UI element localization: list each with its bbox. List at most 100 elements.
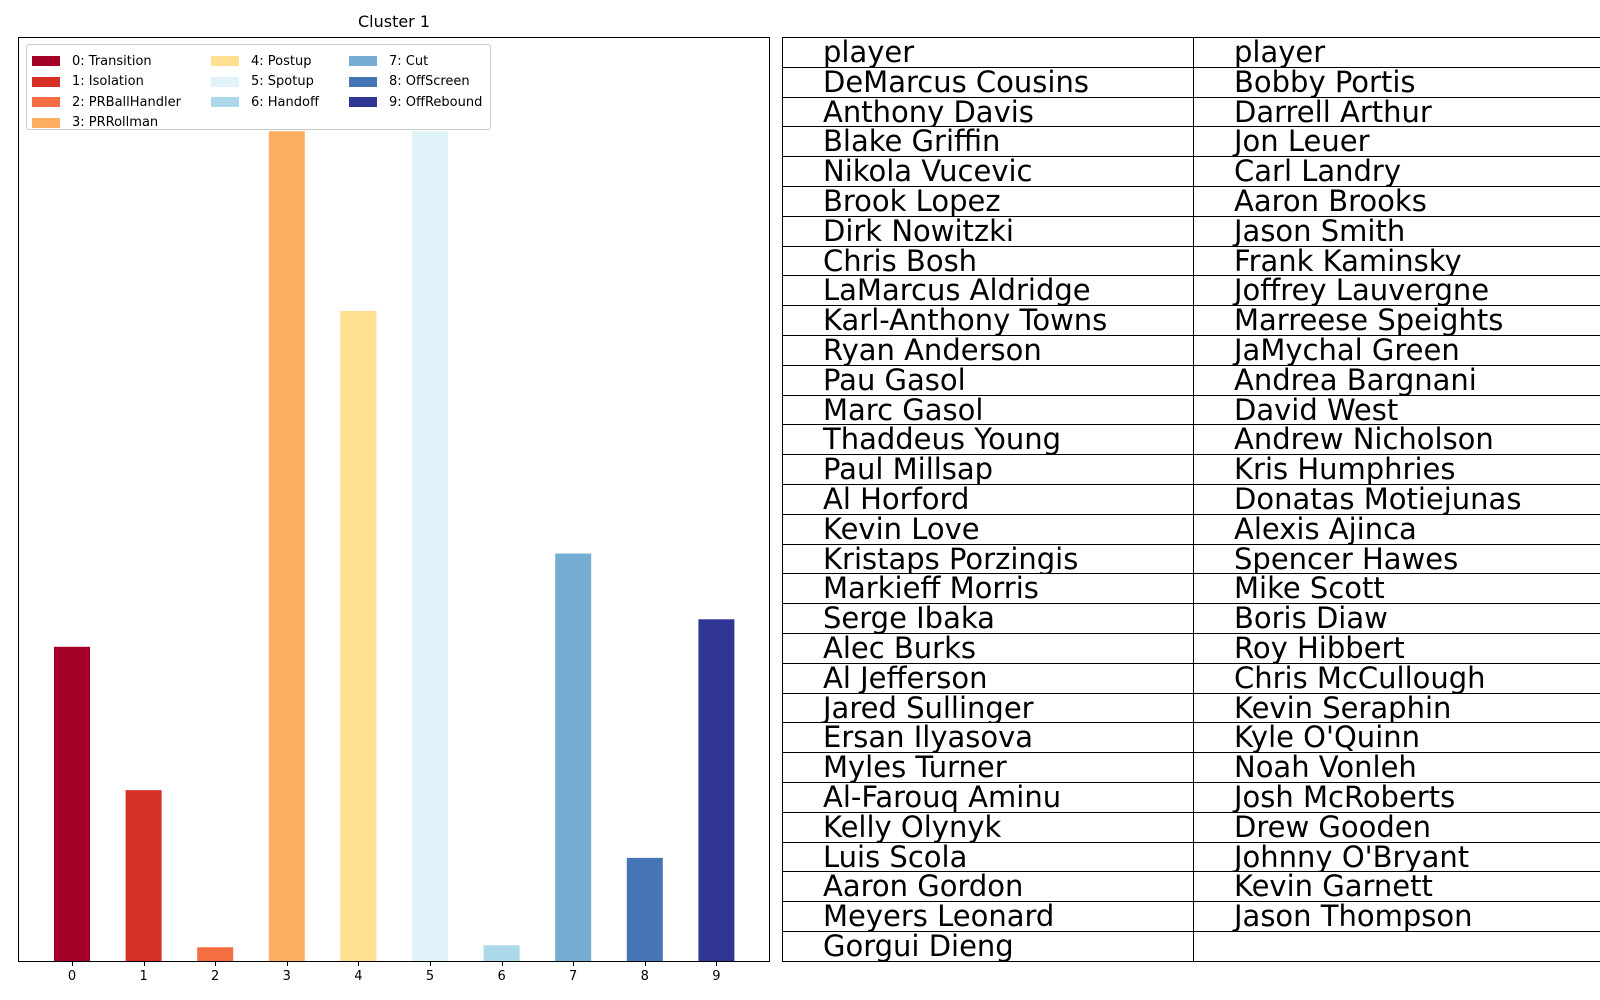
x-tick-label: 0	[67, 969, 77, 984]
table-row: Kevin Seraphin	[1194, 694, 1600, 724]
legend-label: 8: OffScreen	[389, 74, 470, 89]
table-row: LaMarcus Aldridge	[783, 276, 1193, 307]
table-row: Karl-Anthony Towns	[783, 306, 1193, 336]
table-row: Donatas Motiejunas	[1194, 485, 1600, 515]
x-tick-mark	[573, 962, 575, 966]
table-row: Andrew Nicholson	[1194, 425, 1600, 456]
chart-legend: 0: Transition 1: Isolation 2: PRBallHandle…	[26, 44, 491, 130]
table-row: Aaron Gordon	[783, 872, 1193, 903]
table-row: Kevin Love	[783, 515, 1193, 545]
table-row: Kristaps Porzingis	[783, 545, 1193, 575]
player-column-1: player DeMarcus Cousins Anthony Davis Blake…	[782, 38, 1193, 961]
table-row: JaMychal Green	[1194, 336, 1600, 366]
legend-swatch	[349, 76, 377, 87]
table-row: Bobby Portis	[1194, 68, 1600, 98]
bar-6	[483, 945, 520, 961]
bar-2	[197, 947, 234, 961]
bar-3	[268, 131, 305, 961]
table-row: Al Horford	[783, 485, 1193, 515]
table-row: Markieff Morris	[783, 574, 1193, 605]
x-tick-mark	[430, 962, 431, 966]
legend-item: 4: Postup	[211, 52, 311, 70]
table-row: Darrell Arthur	[1194, 98, 1600, 128]
table-header: player	[1194, 38, 1600, 68]
table-row: Boris Diaw	[1194, 604, 1600, 634]
legend-item: 8: OffScreen	[349, 73, 470, 91]
table-row: Carl Landry	[1194, 157, 1600, 187]
table-row: David West	[1194, 396, 1600, 426]
table-row: Jared Sullinger	[783, 694, 1193, 724]
legend-swatch	[211, 76, 239, 87]
x-tick-label: 3	[282, 969, 291, 984]
bar-1	[125, 790, 162, 961]
chart-title: Cluster 1	[357, 12, 431, 31]
x-tick-label: 7	[569, 969, 578, 984]
legend-item: 0: Transition	[32, 52, 152, 70]
player-table: player DeMarcus Cousins Anthony Davis Blake…	[782, 37, 1600, 962]
legend-swatch	[32, 97, 60, 107]
x-tick-label: 1	[139, 969, 148, 984]
legend-item: 1: Isolation	[32, 73, 144, 91]
table-row: Dirk Nowitzki	[783, 217, 1193, 247]
legend-label: 0: Transition	[72, 53, 152, 69]
table-row: Jon Leuer	[1194, 127, 1600, 158]
bar-chart-svg	[54, 131, 735, 961]
table-row: Blake Griffin	[783, 127, 1193, 158]
table-row: Kyle O'Quinn	[1194, 723, 1600, 754]
table-row: Kris Humphries	[1194, 455, 1600, 485]
x-tick-mark	[644, 962, 646, 966]
legend-item: 2: PRBallHandler	[32, 93, 181, 111]
legend-item: 7: Cut	[349, 52, 428, 70]
table-row	[1194, 932, 1600, 962]
table-row: Luis Scola	[783, 843, 1193, 873]
x-tick-label: 5	[425, 969, 435, 984]
table-row: Meyers Leonard	[783, 902, 1193, 932]
legend-item: 3: PRRollman	[32, 114, 158, 132]
legend-label: 2: PRBallHandler	[72, 94, 181, 110]
legend-swatch	[32, 56, 60, 66]
legend-swatch	[32, 76, 60, 87]
table-row: Chris Bosh	[783, 247, 1193, 277]
table-row: Myles Turner	[783, 753, 1193, 783]
table-row: Al Jefferson	[783, 664, 1193, 694]
bar-0	[54, 646, 90, 961]
legend-swatch	[349, 97, 377, 107]
legend-item: 6: Handoff	[211, 93, 319, 111]
table-row: Pau Gasol	[783, 366, 1193, 396]
legend-label: 3: PRRollman	[72, 115, 159, 130]
legend-label: 5: Spotup	[251, 74, 314, 89]
legend-swatch	[211, 56, 239, 66]
x-tick-mark	[143, 962, 145, 966]
table-row: Serge Ibaka	[783, 604, 1193, 634]
bar-9	[698, 619, 735, 961]
table-row: Brook Lopez	[783, 187, 1193, 217]
legend-swatch	[32, 117, 60, 128]
table-row: Ryan Anderson	[783, 336, 1193, 366]
table-row: Chris McCullough	[1194, 664, 1600, 694]
legend-label: 4: Postup	[251, 53, 312, 69]
bar-7	[555, 553, 592, 961]
table-row: Johnny O'Bryant	[1194, 843, 1600, 873]
legend-label: 7: Cut	[389, 53, 429, 69]
legend-swatch	[211, 97, 239, 107]
table-row: Ersan Ilyasova	[783, 723, 1193, 754]
table-row: Alexis Ajinca	[1194, 515, 1600, 545]
legend-label: 1: Isolation	[72, 74, 144, 89]
table-row: Mike Scott	[1194, 574, 1600, 605]
table-row: Anthony Davis	[783, 98, 1193, 128]
bar-5	[412, 131, 448, 961]
table-row: Nikola Vucevic	[783, 157, 1193, 187]
table-header: player	[783, 38, 1193, 68]
table-row: Jason Thompson	[1194, 902, 1600, 932]
x-tick-mark	[358, 962, 360, 966]
x-tick-label: 4	[354, 969, 363, 984]
table-row: Kevin Garnett	[1194, 872, 1600, 903]
table-row: Thaddeus Young	[783, 425, 1193, 456]
table-row: Frank Kaminsky	[1194, 247, 1600, 277]
table-row: Josh McRoberts	[1194, 783, 1600, 813]
player-column-2: player Bobby Portis Darrell Arthur Jon Leue…	[1193, 38, 1600, 961]
x-tick-mark	[501, 962, 503, 966]
x-tick-mark	[72, 962, 73, 966]
table-row: Gorgui Dieng	[823, 931, 1014, 962]
table-row: Marc Gasol	[783, 396, 1193, 426]
